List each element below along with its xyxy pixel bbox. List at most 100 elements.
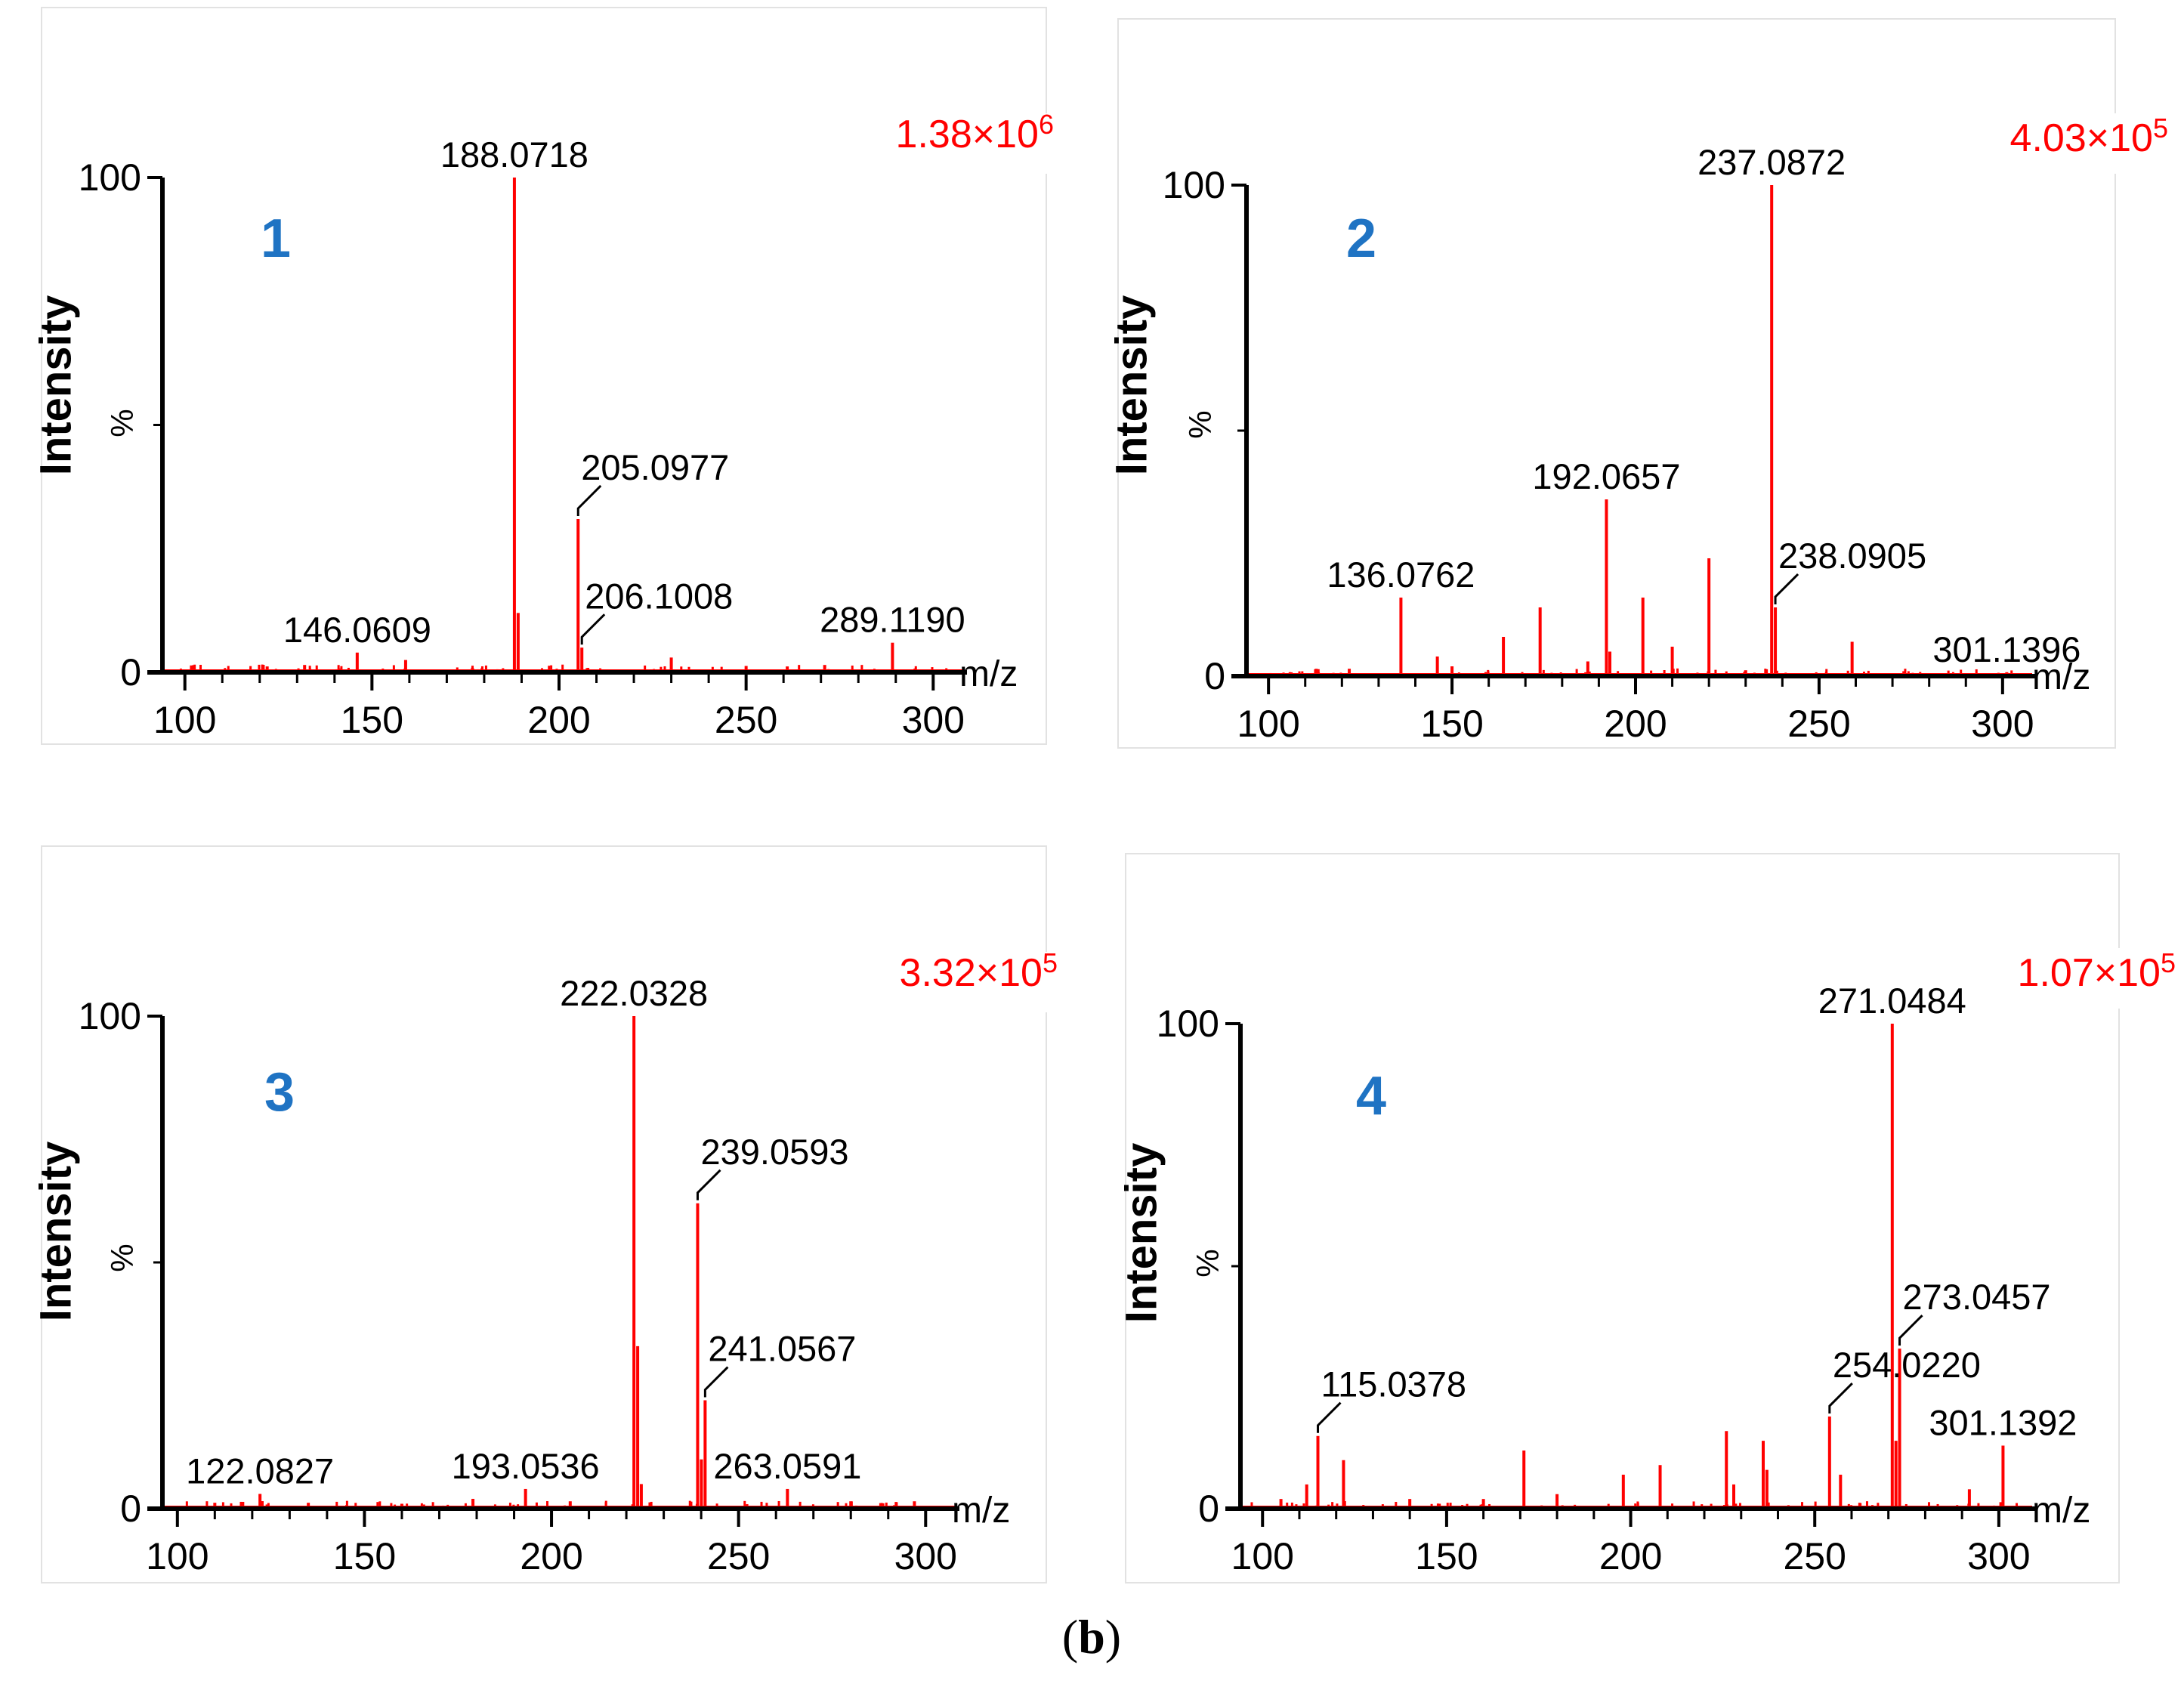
- panel-number: 4: [1356, 1066, 1386, 1126]
- x-tick-label: 200: [520, 1535, 582, 1577]
- y-axis-unit: %: [1182, 410, 1218, 438]
- x-axis-label: m/z: [952, 1491, 1010, 1531]
- y-axis-label: Intensity: [31, 1142, 80, 1322]
- x-tick-label: 100: [1231, 1535, 1294, 1577]
- y-axis-label: Intensity: [31, 295, 80, 476]
- panel-number: 1: [261, 209, 291, 269]
- y-tick-label: 0: [120, 1488, 141, 1530]
- label-leader: [1828, 1382, 1853, 1414]
- x-tick-label: 250: [715, 699, 777, 741]
- spectrum-panel-1: 0 100 100 150 200 250 300 188.0718 205.0977 206.1…: [31, 7, 1073, 745]
- x-tick-label: 100: [153, 699, 216, 741]
- peak-label: 146.0609: [283, 610, 431, 650]
- scale-base: 3.32×10: [900, 951, 1043, 995]
- scale-exponent: 5: [2161, 947, 2176, 978]
- peak-label: 254.0220: [1833, 1345, 1981, 1385]
- label-leader: [1898, 1315, 1923, 1346]
- peak-label: 206.1008: [585, 576, 733, 616]
- peak-label: 301.1396: [1932, 629, 2081, 669]
- y-tick-label: 100: [1163, 164, 1225, 206]
- scale-base: 4.03×10: [2010, 116, 2153, 160]
- x-axis-label: m/z: [959, 654, 1018, 694]
- scale-box: [846, 113, 1073, 174]
- figure-caption: (b): [1062, 1610, 1121, 1664]
- peak-label: 136.0762: [1327, 555, 1475, 595]
- peak-label: 301.1392: [1929, 1403, 2077, 1443]
- scale-base: 1.38×10: [896, 113, 1039, 156]
- x-tick-label: 200: [1604, 703, 1667, 745]
- x-tick-label: 150: [333, 1535, 396, 1577]
- intensity-scale: 3.32×105: [900, 947, 1058, 995]
- peak-label: 192.0657: [1532, 456, 1680, 496]
- scale-box: [1957, 113, 2176, 174]
- y-tick-label: 0: [120, 651, 141, 694]
- y-axis-label: Intensity: [1117, 1143, 1166, 1324]
- x-tick-label: 250: [1787, 703, 1850, 745]
- x-tick-label: 100: [146, 1535, 209, 1577]
- intensity-scale: 1.38×106: [896, 109, 1054, 156]
- x-tick-label: 300: [1967, 1535, 2030, 1577]
- label-leader: [1774, 573, 1799, 604]
- peak-label: 115.0378: [1321, 1364, 1467, 1404]
- y-tick-label: 0: [1198, 1488, 1219, 1530]
- y-axis-unit: %: [1190, 1249, 1225, 1277]
- peak-label: 188.0718: [440, 134, 588, 175]
- caption-open: (: [1062, 1610, 1078, 1664]
- label-leader: [1317, 1401, 1342, 1433]
- x-tick-label: 150: [1420, 703, 1483, 745]
- scale-exponent: 6: [1039, 109, 1054, 140]
- x-axis-label: m/z: [2032, 657, 2090, 697]
- scale-exponent: 5: [1043, 947, 1058, 978]
- peak-label: 273.0457: [1903, 1277, 2051, 1317]
- y-tick-label: 100: [1157, 1003, 1219, 1045]
- y-tick-label: 100: [79, 995, 141, 1037]
- x-axis-label: m/z: [2032, 1491, 2090, 1531]
- peak-label: 241.0567: [708, 1329, 856, 1369]
- caption-close: ): [1105, 1610, 1121, 1664]
- y-axis-unit: %: [104, 1244, 140, 1271]
- peak-label: 289.1190: [820, 600, 965, 640]
- scale-box: [1957, 948, 2179, 1009]
- x-tick-label: 250: [1784, 1535, 1846, 1577]
- caption-letter: b: [1078, 1610, 1105, 1664]
- peak-label: 222.0328: [560, 973, 708, 1013]
- peak-label: 237.0872: [1697, 142, 1846, 182]
- label-leader: [703, 1366, 729, 1398]
- spectrum-panel-4: 0 100 100 150 200 250 300 271.0484 273.0457 254.0…: [1117, 853, 2179, 1583]
- label-leader: [696, 1169, 721, 1200]
- panel-number: 2: [1346, 209, 1376, 269]
- x-tick-label: 250: [707, 1535, 770, 1577]
- peak-label: 263.0591: [713, 1446, 861, 1486]
- label-leader: [576, 484, 602, 516]
- x-tick-label: 200: [527, 699, 590, 741]
- y-axis-unit: %: [104, 409, 140, 437]
- peak-label: 122.0827: [186, 1451, 334, 1491]
- peak-label: 205.0977: [581, 447, 729, 487]
- x-tick-label: 200: [1599, 1535, 1662, 1577]
- y-tick-label: 100: [79, 156, 141, 199]
- x-tick-label: 150: [1415, 1535, 1478, 1577]
- x-tick-label: 300: [1971, 703, 2034, 745]
- panel-frame: [1125, 853, 2120, 1583]
- scale-box: [839, 952, 1065, 1012]
- y-axis-label: Intensity: [1107, 295, 1156, 476]
- scale-base: 1.07×10: [2018, 951, 2161, 995]
- scale-exponent: 5: [2153, 113, 2168, 144]
- x-tick-label: 300: [894, 1535, 957, 1577]
- peak-label: 238.0905: [1778, 536, 1926, 576]
- peak-label: 239.0593: [700, 1132, 848, 1172]
- peak-label: 271.0484: [1818, 981, 1966, 1021]
- x-tick-label: 150: [341, 699, 403, 741]
- intensity-scale: 1.07×105: [2018, 947, 2176, 995]
- y-tick-label: 0: [1204, 655, 1225, 697]
- label-leader: [580, 613, 606, 645]
- panel-number: 3: [264, 1062, 295, 1123]
- panel-frame: [1117, 18, 2116, 749]
- x-tick-label: 300: [902, 699, 965, 741]
- spectrum-panel-2: 0 100 100 150 200 250 300 237.0872 238.0905 192.0…: [1107, 18, 2176, 749]
- x-tick-label: 100: [1237, 703, 1299, 745]
- intensity-scale: 4.03×105: [2010, 113, 2168, 160]
- peak-label: 193.0536: [452, 1446, 600, 1486]
